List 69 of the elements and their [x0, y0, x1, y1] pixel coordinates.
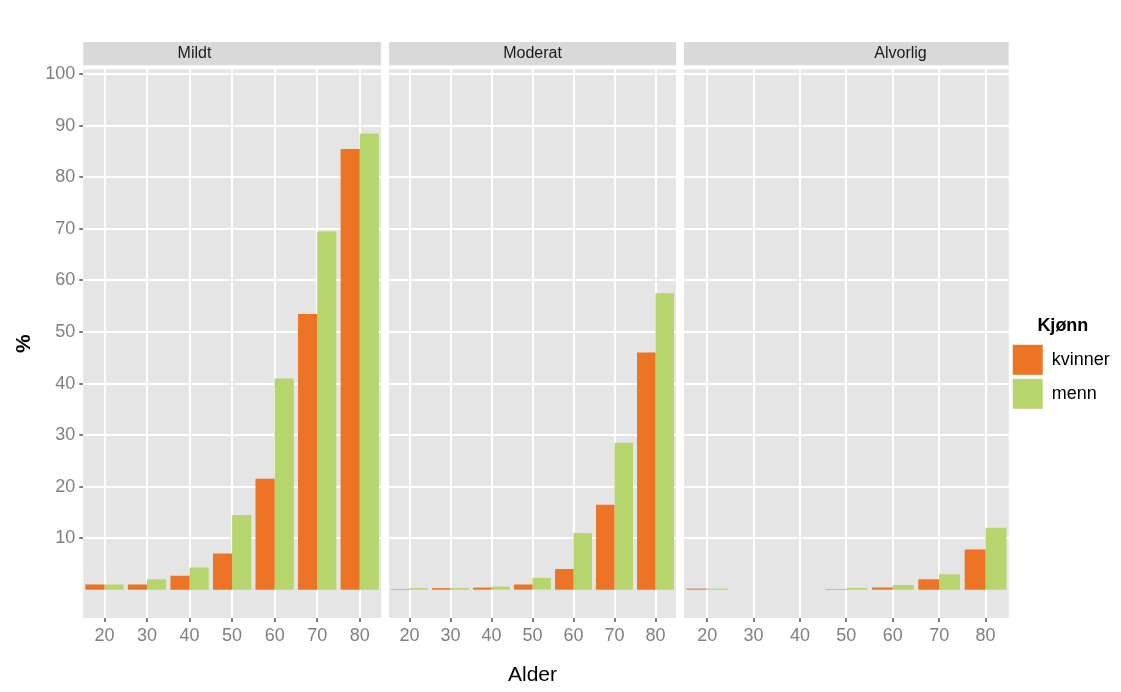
- x-tick-label: 40: [179, 624, 200, 645]
- chart-title: Mildt: [177, 44, 212, 62]
- x-tick-label: 70: [604, 624, 625, 645]
- x-tick-label: 20: [399, 624, 420, 645]
- bar: [596, 504, 615, 590]
- y-tick-label: 20: [55, 475, 76, 496]
- bar: [939, 574, 961, 590]
- bar: [340, 149, 360, 590]
- y-tick-label: 30: [55, 424, 76, 445]
- y-tick-label: 80: [55, 166, 76, 187]
- chart-title: Moderat: [503, 44, 563, 62]
- x-tick-label: 50: [836, 624, 857, 645]
- bar: [359, 133, 379, 590]
- legend-label: kvinner: [1051, 348, 1110, 369]
- bar: [85, 584, 105, 590]
- y-tick-label: 50: [55, 320, 76, 341]
- x-tick-label: 70: [307, 624, 328, 645]
- y-tick-label: 10: [55, 527, 76, 548]
- x-tick-label: 20: [94, 624, 115, 645]
- bar: [147, 579, 167, 590]
- y-tick-label: 60: [55, 269, 76, 290]
- y-tick-label: 40: [55, 372, 76, 393]
- y-tick-label: 70: [55, 217, 76, 238]
- bar: [555, 569, 574, 590]
- bar: [514, 584, 533, 590]
- legend-label: menn: [1051, 382, 1097, 403]
- x-tick-label: 60: [882, 624, 903, 645]
- bar: [614, 442, 633, 590]
- bar: [274, 378, 294, 590]
- x-tick-label: 80: [645, 624, 666, 645]
- x-tick-label: 80: [349, 624, 370, 645]
- x-tick-label: 20: [697, 624, 718, 645]
- bar: [298, 313, 318, 590]
- y-tick-label: 100: [45, 63, 76, 84]
- x-tick-label: 60: [563, 624, 584, 645]
- legend-title: Kjønn: [1037, 315, 1089, 336]
- x-tick-label: 70: [929, 624, 950, 645]
- bar: [964, 549, 986, 590]
- x-tick-label: 60: [264, 624, 285, 645]
- x-tick-label: 30: [743, 624, 764, 645]
- x-axis-title: Alder: [507, 662, 558, 686]
- bar: [985, 527, 1007, 590]
- chart-title: Alvorlig: [874, 44, 927, 62]
- x-tick-label: 50: [522, 624, 543, 645]
- x-tick-label: 50: [222, 624, 243, 645]
- bar: [104, 584, 124, 590]
- x-tick-label: 30: [137, 624, 158, 645]
- bar: [532, 577, 551, 590]
- x-tick-label: 40: [481, 624, 502, 645]
- bar: [871, 587, 893, 590]
- bar: [491, 586, 510, 590]
- x-tick-label: 30: [440, 624, 461, 645]
- bar: [317, 231, 337, 590]
- y-axis-title: %: [11, 333, 35, 353]
- y-tick-label: 90: [55, 114, 76, 135]
- bar: [212, 553, 233, 590]
- x-tick-label: 40: [789, 624, 810, 645]
- bar: [892, 585, 914, 590]
- bar: [189, 567, 209, 590]
- bar: [170, 575, 190, 590]
- bar: [655, 293, 674, 590]
- bar: [573, 532, 592, 590]
- bar: [473, 587, 492, 590]
- x-tick-label: 80: [975, 624, 996, 645]
- bar: [637, 352, 656, 590]
- bar: [918, 579, 940, 590]
- bar: [127, 584, 148, 590]
- bar: [232, 514, 252, 590]
- bar: [255, 478, 275, 590]
